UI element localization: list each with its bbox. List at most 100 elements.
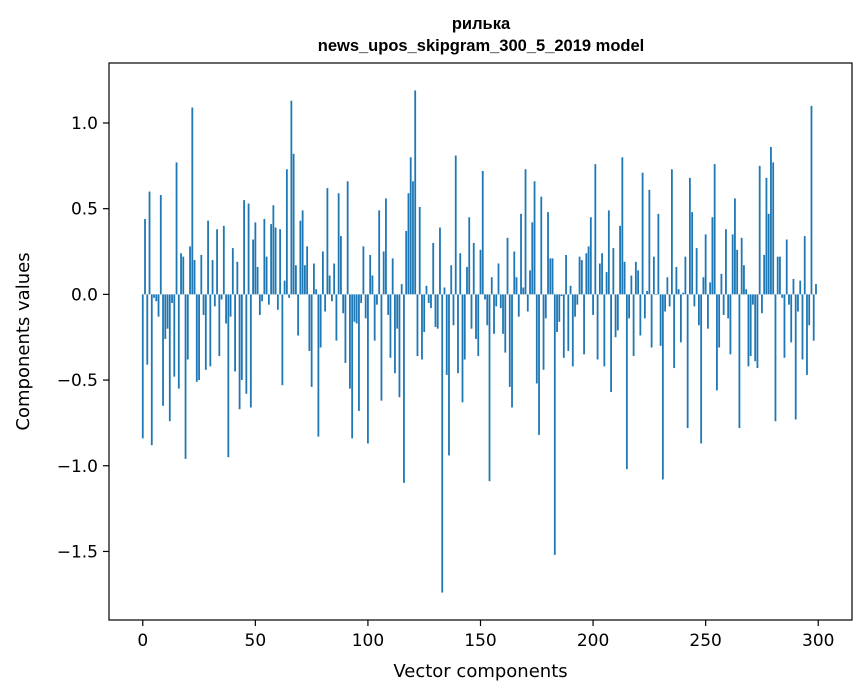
bar-241 [684,256,687,295]
bar-33 [216,229,218,295]
bar-172 [529,270,531,295]
bar-84 [331,294,333,302]
bar-37 [225,294,227,324]
bar-275 [761,294,763,314]
bar-1 [144,218,146,295]
bar-29 [207,220,209,295]
chart-title: рилька [452,15,511,33]
bar-211 [616,294,619,331]
bar-181 [549,258,552,295]
bar-219 [634,261,637,295]
bar-235 [670,169,673,295]
bar-137 [450,265,453,295]
bar-190 [569,285,572,295]
bar-15 [175,162,178,295]
bar-12 [168,294,171,422]
bar-79 [319,294,322,348]
bar-119 [409,157,412,295]
bar-126 [425,285,428,295]
bar-290 [794,294,797,420]
bar-60 [276,294,279,310]
bar-72 [303,265,306,295]
bar-165 [513,251,516,295]
bar-106 [380,294,383,401]
bar-154 [488,294,491,482]
bar-161 [504,294,507,353]
bar-289 [792,278,795,295]
bar-234 [668,294,671,307]
bar-149 [477,294,480,357]
bar-58 [272,205,275,295]
bar-121 [414,90,417,295]
bar-49 [252,239,254,295]
bar-23 [193,260,196,295]
y-tick-label: −1.5 [57,542,98,562]
bar-124 [421,294,423,360]
bar-55 [265,256,268,295]
bar-43 [238,294,241,410]
bar-101 [369,254,372,295]
bar-293 [801,294,804,360]
bar-110 [389,294,392,358]
x-tick-label: 200 [577,631,609,651]
bar-160 [502,294,504,334]
bar-240 [682,292,685,295]
bar-168 [520,213,522,295]
bar-76 [312,263,315,295]
bar-236 [673,294,676,369]
bar-262 [731,234,734,295]
bar-20 [186,294,189,360]
bar-233 [666,277,669,295]
bar-177 [540,196,543,295]
bar-108 [385,198,387,295]
bar-51 [256,266,259,295]
bar-214 [623,261,626,295]
bar-210 [614,294,617,338]
bar-14 [173,294,176,377]
bar-32 [213,294,216,307]
bar-246 [695,248,698,295]
bar-66 [290,100,293,295]
bar-279 [770,146,772,295]
bar-70 [299,220,302,295]
bar-267 [743,265,745,295]
bar-93 [351,294,354,439]
bar-56 [267,294,270,305]
bar-107 [382,251,385,295]
bar-180 [547,212,549,295]
bar-253 [711,217,714,295]
bar-3 [148,191,151,295]
bar-238 [677,289,680,295]
bar-40 [231,248,234,295]
bar-232 [664,294,667,312]
bar-276 [763,254,766,295]
bar-225 [648,189,651,295]
bar-42 [236,261,239,295]
bar-247 [698,294,700,326]
plot-frame [108,62,853,621]
bar-243 [688,177,691,295]
bar-35 [220,294,223,300]
bar-17 [180,253,182,295]
bar-159 [499,294,502,309]
y-axis-ticks: −1.5 −1.0 −0.5 0.0 0.5 1.0 [57,114,109,562]
bar-297 [810,105,813,295]
bar-166 [515,277,518,295]
bar-48 [249,294,252,408]
bar-265 [738,294,741,429]
bar-134 [443,287,446,295]
bar-193 [576,294,579,305]
bar-278 [767,213,770,295]
x-tick-label: 100 [352,631,384,651]
bar-208 [610,294,612,393]
x-tick-label: 0 [137,631,148,651]
bar-94 [353,294,356,322]
bar-272 [754,294,757,362]
bar-152 [484,294,486,300]
bar-171 [526,294,529,312]
bar-222 [641,172,644,295]
bar-57 [270,224,273,295]
bar-45 [243,200,245,295]
bar-24 [195,294,198,382]
bar-18 [182,256,185,295]
